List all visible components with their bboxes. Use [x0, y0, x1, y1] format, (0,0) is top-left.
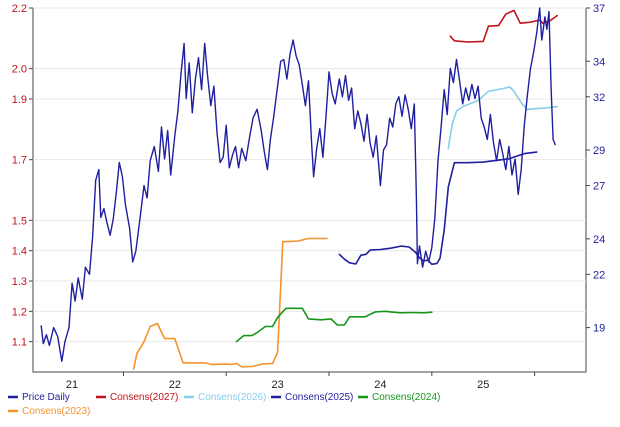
legend-label-consens-2024: Consens(2024) — [372, 392, 440, 403]
legend-label-consens-2025: Consens(2025) — [285, 392, 353, 403]
left-tick-label: 1.3 — [12, 276, 27, 288]
series-layer — [40, 7, 558, 370]
right-tick-label: 27 — [593, 181, 605, 193]
left-tick-label: 2.2 — [12, 3, 27, 15]
left-tick-label: 1.7 — [12, 155, 27, 167]
series-line-price-daily — [40, 7, 556, 362]
left-tick-label: 1.1 — [12, 337, 27, 349]
x-tick-label: 25 — [477, 379, 489, 391]
x-tick-label: 22 — [169, 379, 181, 391]
x-tick-label: 24 — [374, 379, 386, 391]
left-tick-label: 2.0 — [12, 64, 27, 76]
legend-label-consens-2023: Consens(2023) — [22, 406, 90, 417]
right-tick-label: 22 — [593, 269, 605, 281]
axis-layer: 1.1 1.2 1.3 1.4 1.5 1.7 1.9 2.0 2.2 19 22 24 27 29 32 3… — [12, 3, 606, 391]
grid-layer — [33, 7, 586, 343]
left-tick-label: 1.9 — [12, 94, 27, 106]
x-tick-label: 23 — [272, 379, 284, 391]
series-line-consens-2026 — [447, 86, 558, 150]
right-tick-label: 37 — [593, 3, 605, 15]
left-tick-label: 1.4 — [12, 246, 27, 258]
legend-label-price-daily: Price Daily — [22, 392, 70, 403]
legend-label-consens-2026: Consens(2026) — [198, 392, 266, 403]
right-tick-label: 24 — [593, 234, 605, 246]
right-tick-label: 19 — [593, 323, 605, 335]
legend-label-consens-2027: Consens(2027) — [110, 392, 178, 403]
left-tick-label: 1.5 — [12, 215, 27, 227]
x-tick-label: 21 — [66, 379, 78, 391]
series-line-consens-2027 — [449, 9, 558, 43]
series-line-consens-2024 — [235, 307, 433, 343]
right-tick-label: 34 — [593, 56, 605, 68]
left-tick-label: 1.2 — [12, 306, 27, 318]
right-tick-label: 29 — [593, 145, 605, 157]
series-line-consens-2023 — [132, 237, 328, 370]
right-tick-label: 32 — [593, 92, 605, 104]
legend: Price Daily Consens(2027) Consens(2026) Con… — [8, 392, 440, 417]
